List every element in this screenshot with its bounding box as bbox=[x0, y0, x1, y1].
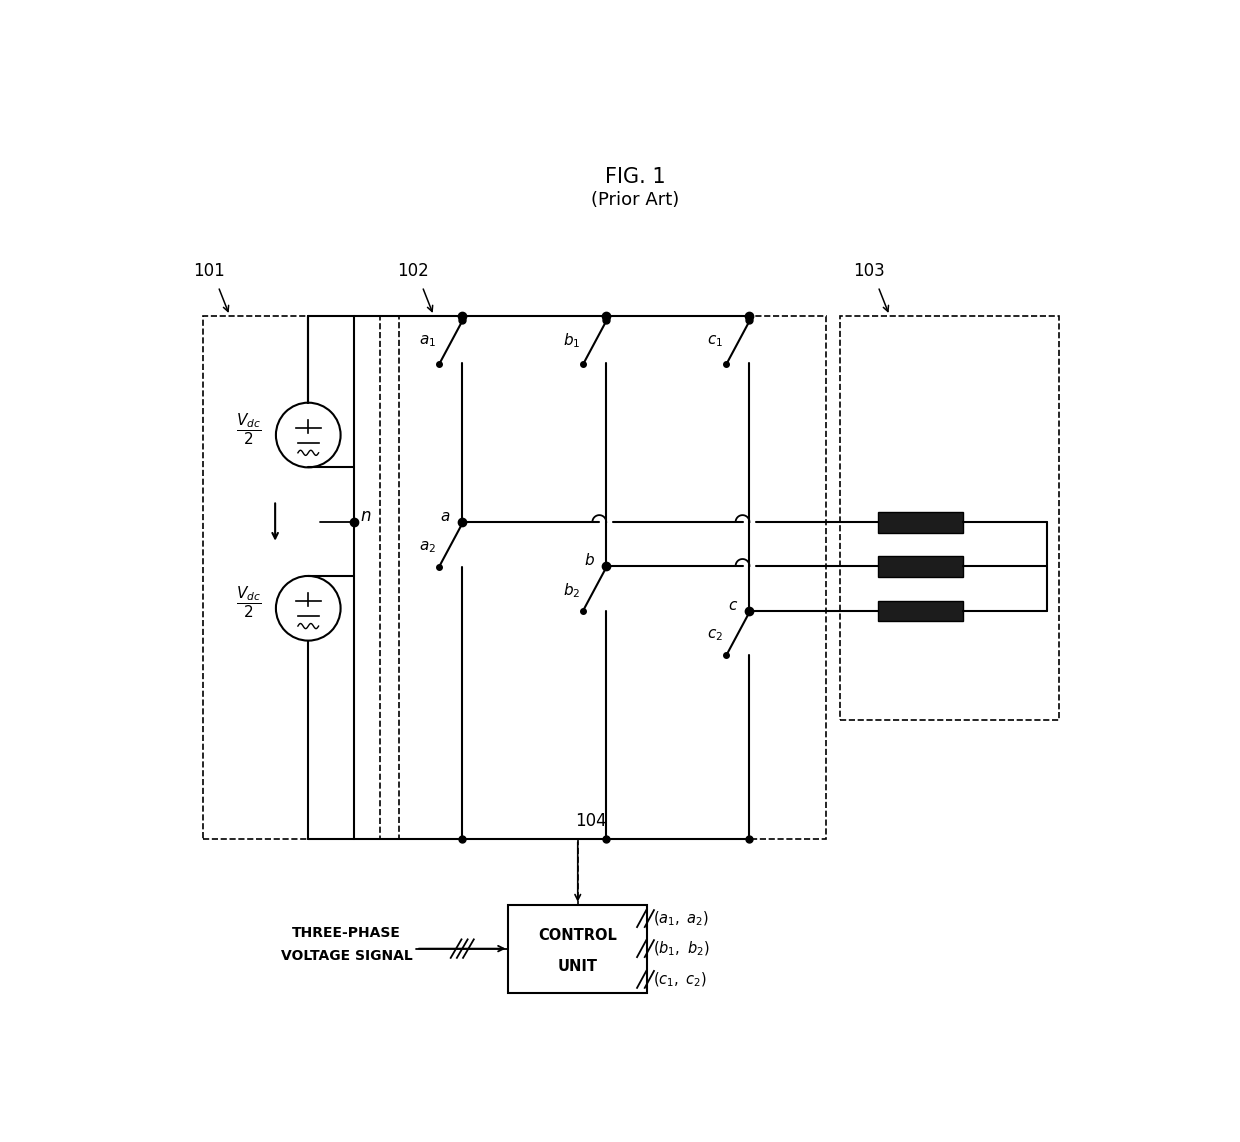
Text: $( b_1,\ b_2 )$: $( b_1,\ b_2 )$ bbox=[653, 940, 711, 958]
Text: $( a_1,\ a_2 )$: $( a_1,\ a_2 )$ bbox=[653, 909, 709, 927]
Bar bbox=[203, 315, 399, 839]
Text: $a_1$: $a_1$ bbox=[419, 333, 436, 349]
Text: $a_2$: $a_2$ bbox=[419, 539, 436, 555]
Text: $b_2$: $b_2$ bbox=[563, 581, 580, 600]
Text: CONTROL: CONTROL bbox=[538, 928, 618, 943]
Text: b: b bbox=[584, 553, 594, 568]
Text: (Prior Art): (Prior Art) bbox=[591, 191, 680, 209]
Text: 104: 104 bbox=[575, 812, 606, 830]
Text: $( c_1,\ c_2 )$: $( c_1,\ c_2 )$ bbox=[653, 971, 708, 989]
Text: c: c bbox=[728, 597, 737, 613]
Text: FIG. 1: FIG. 1 bbox=[605, 167, 666, 187]
Text: 102: 102 bbox=[397, 262, 429, 280]
Text: $c_2$: $c_2$ bbox=[707, 627, 723, 643]
Text: 103: 103 bbox=[853, 262, 884, 280]
Bar bbox=[839, 315, 1059, 719]
Text: $c_1$: $c_1$ bbox=[707, 333, 723, 349]
Text: $b_1$: $b_1$ bbox=[563, 331, 580, 351]
Bar bbox=[379, 315, 826, 839]
Text: $\dfrac{V_{dc}}{2}$: $\dfrac{V_{dc}}{2}$ bbox=[236, 411, 262, 447]
Text: $\dfrac{V_{dc}}{2}$: $\dfrac{V_{dc}}{2}$ bbox=[236, 585, 262, 620]
Bar bbox=[878, 601, 962, 621]
Text: VOLTAGE SIGNAL: VOLTAGE SIGNAL bbox=[281, 949, 413, 964]
Text: 101: 101 bbox=[193, 262, 224, 280]
Text: $n$: $n$ bbox=[360, 507, 371, 525]
Bar bbox=[878, 512, 962, 533]
Text: THREE-PHASE: THREE-PHASE bbox=[293, 926, 402, 940]
Bar bbox=[508, 904, 647, 994]
Text: a: a bbox=[440, 509, 450, 524]
Text: UNIT: UNIT bbox=[558, 959, 598, 974]
Bar bbox=[878, 556, 962, 577]
